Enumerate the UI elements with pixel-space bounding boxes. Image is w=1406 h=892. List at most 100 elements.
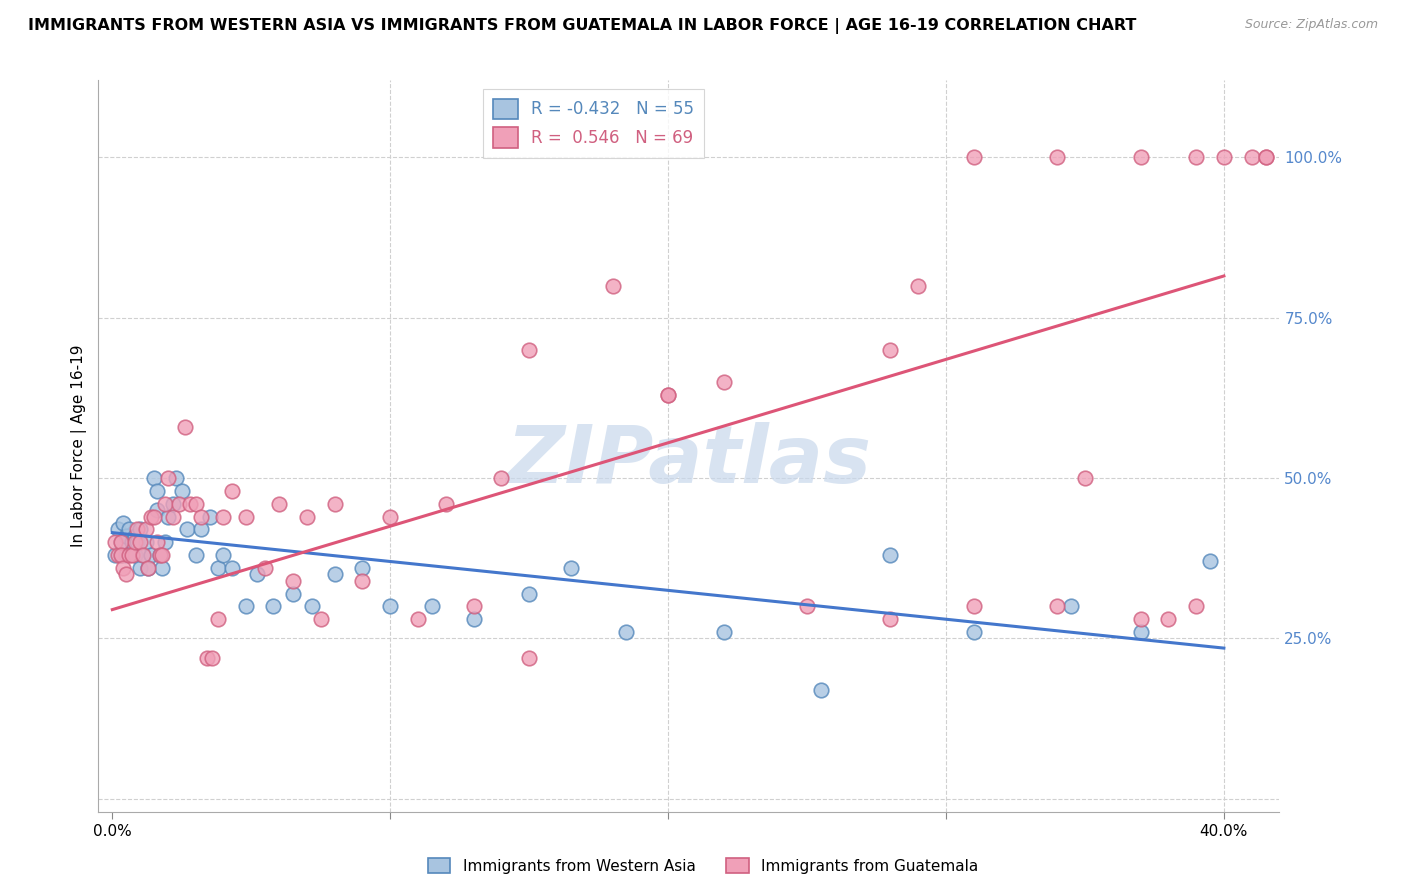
Point <box>107 548 129 562</box>
Point <box>112 561 135 575</box>
Point <box>1185 150 1208 164</box>
Point <box>124 529 146 543</box>
Point <box>198 509 221 524</box>
Point <box>963 625 986 640</box>
Point <box>207 612 229 626</box>
Point <box>190 509 212 524</box>
Point <box>212 548 235 562</box>
Point <box>176 523 198 537</box>
Point <box>1254 150 1277 164</box>
Point <box>352 574 374 588</box>
Point <box>1199 554 1222 568</box>
Point <box>963 150 986 164</box>
Point <box>110 548 132 562</box>
Point <box>132 548 155 562</box>
Point <box>517 586 540 600</box>
Point <box>221 483 243 498</box>
Point <box>879 548 901 562</box>
Point <box>129 561 152 575</box>
Point <box>121 535 143 549</box>
Point <box>212 509 235 524</box>
Point <box>150 561 173 575</box>
Point <box>148 548 170 562</box>
Point <box>1240 150 1263 164</box>
Point <box>491 471 513 485</box>
Point <box>517 343 540 357</box>
Point <box>1046 599 1069 614</box>
Point <box>380 509 402 524</box>
Point <box>148 548 170 562</box>
Point <box>156 471 179 485</box>
Point <box>132 548 155 562</box>
Point <box>1074 471 1097 485</box>
Point <box>657 387 679 401</box>
Legend: Immigrants from Western Asia, Immigrants from Guatemala: Immigrants from Western Asia, Immigrants… <box>422 852 984 880</box>
Point <box>167 497 190 511</box>
Point <box>254 561 277 575</box>
Point <box>179 497 201 511</box>
Point <box>121 548 143 562</box>
Point <box>323 497 346 511</box>
Point <box>118 548 141 562</box>
Point <box>110 548 132 562</box>
Point <box>146 483 169 498</box>
Point <box>170 483 193 498</box>
Y-axis label: In Labor Force | Age 16-19: In Labor Force | Age 16-19 <box>72 344 87 548</box>
Point <box>124 548 146 562</box>
Point <box>323 567 346 582</box>
Point <box>1212 150 1234 164</box>
Point <box>153 497 176 511</box>
Point <box>107 523 129 537</box>
Point <box>104 535 127 549</box>
Point <box>118 523 141 537</box>
Point <box>1060 599 1083 614</box>
Point <box>1129 625 1152 640</box>
Point <box>657 387 679 401</box>
Point <box>1185 599 1208 614</box>
Point <box>281 586 304 600</box>
Point <box>907 278 929 293</box>
Point <box>124 535 146 549</box>
Point <box>156 509 179 524</box>
Point <box>173 419 195 434</box>
Point <box>138 561 160 575</box>
Point <box>190 523 212 537</box>
Point <box>184 548 207 562</box>
Point <box>135 523 157 537</box>
Point <box>221 561 243 575</box>
Point <box>146 535 169 549</box>
Point <box>135 535 157 549</box>
Point <box>406 612 429 626</box>
Point <box>138 561 160 575</box>
Text: ZIPatlas: ZIPatlas <box>506 422 872 500</box>
Point <box>184 497 207 511</box>
Legend: R = -0.432   N = 55, R =  0.546   N = 69: R = -0.432 N = 55, R = 0.546 N = 69 <box>482 88 704 158</box>
Point <box>616 625 638 640</box>
Point <box>517 650 540 665</box>
Point <box>879 612 901 626</box>
Point <box>153 535 176 549</box>
Point <box>463 612 485 626</box>
Point <box>810 682 832 697</box>
Point <box>195 650 218 665</box>
Point <box>879 343 901 357</box>
Point <box>165 471 187 485</box>
Point <box>127 535 149 549</box>
Point <box>560 561 582 575</box>
Point <box>115 567 138 582</box>
Point <box>162 497 184 511</box>
Point <box>115 529 138 543</box>
Point <box>713 625 735 640</box>
Point <box>602 278 624 293</box>
Point <box>235 599 257 614</box>
Point <box>295 509 318 524</box>
Point <box>115 548 138 562</box>
Point <box>246 567 269 582</box>
Point <box>110 535 132 549</box>
Point <box>267 497 290 511</box>
Point <box>235 509 257 524</box>
Point <box>201 650 224 665</box>
Point <box>380 599 402 614</box>
Point <box>463 599 485 614</box>
Point <box>301 599 323 614</box>
